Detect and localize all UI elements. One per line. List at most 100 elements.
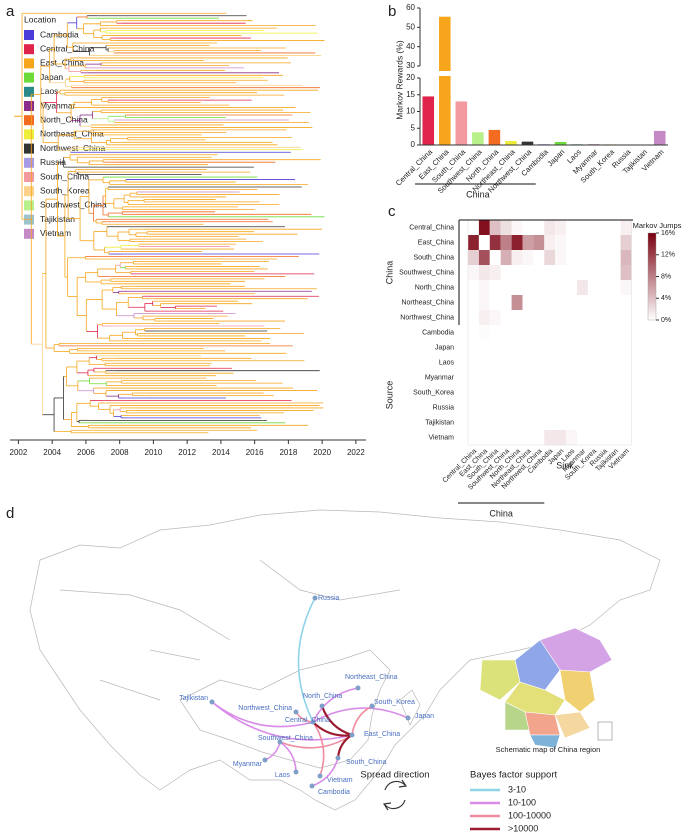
heat-cell [566,400,577,415]
heat-cell [500,280,512,295]
heat-cell [577,310,588,325]
row-label: Northeast_China [401,299,454,306]
spread-link [320,705,353,737]
legend-label: South_Korea [40,185,90,195]
heat-cell [478,400,490,415]
heat-cell [533,250,545,265]
legend-swatch [24,30,34,40]
x-axis-label: Sink [556,460,574,470]
heat-cell [577,370,588,385]
heat-cell [478,340,490,355]
heat-cell [468,235,479,250]
heat-cell [478,355,490,370]
legend-title: Spread direction [360,770,429,781]
heat-cell [598,325,610,340]
heat-cell [533,355,545,370]
row-label: Japan [435,344,454,351]
legend-label: 100-10000 [508,810,551,820]
location-dot [309,783,315,789]
heat-cell [533,220,545,235]
location-dot [335,755,341,761]
row-label: Southwest_China [399,269,454,276]
heat-cell [533,325,545,340]
heat-cell [566,310,577,325]
heat-cell [620,400,632,415]
group-label: China [489,508,513,518]
location-dot [262,757,268,763]
x-tick-label: 2006 [77,448,95,457]
legend-swatch [24,72,34,83]
heat-cell [489,370,501,385]
panel-letter: a [6,3,15,20]
row-label: Vietnam [428,434,454,441]
location-label: Southwest_China [258,735,313,742]
heat-cell [500,295,512,310]
group-label: China [466,189,490,199]
legend-swatch [24,44,34,55]
row-label: South_China [414,254,455,261]
heat-cell [598,250,610,265]
group-label: China [384,261,394,285]
heat-cell [566,325,577,340]
colorbar-title: Markov Jumps [633,221,682,230]
heat-cell [587,325,599,340]
legend-swatch [24,58,34,69]
heat-cell [500,415,512,430]
heat-cell [598,265,610,280]
x-tick-label: 2012 [178,448,196,457]
heat-cell [511,250,523,265]
heat-cell [468,415,479,430]
colorbar-label: 8% [661,273,671,280]
heat-cell [566,295,577,310]
y-tick-label: 20 [406,73,415,82]
location-label: Myanmar [233,761,263,768]
heat-cell [489,325,501,340]
legend-label: Central_China [40,43,95,53]
heat-cell [555,340,567,355]
heat-cell [544,295,556,310]
heat-cell [468,355,479,370]
heat-cell [511,310,523,325]
heat-cell [587,430,599,445]
legend-swatch [24,143,34,154]
legend-swatch [24,115,34,126]
row-label: North_China [415,284,454,291]
heat-cell [609,415,621,430]
heat-cell [577,265,588,280]
heat-cell [544,220,556,235]
heat-cell [598,370,610,385]
location-dot [209,699,215,705]
legend-label: Vietnam [40,228,71,238]
heat-cell [598,415,610,430]
y-axis-label: Markov Rewards (%) [394,40,404,120]
x-tick-label: 2022 [347,448,365,457]
x-tick-label: 2020 [313,448,331,457]
heat-cell [598,295,610,310]
spread-link [351,705,373,736]
heat-cell [577,415,588,430]
heat-cell [478,310,490,325]
heat-cell [500,235,512,250]
heat-cell [598,280,610,295]
location-label: Cambodia [318,789,350,796]
x-tick-label: 2008 [111,448,129,457]
location-dot [369,703,375,709]
heat-cell [609,370,621,385]
colorbar-label: 12% [661,252,675,259]
spread-link [279,741,297,773]
heat-cell [555,325,567,340]
heat-cell [489,220,501,235]
y-tick-label: 5 [411,123,416,132]
heat-cell [533,415,545,430]
heat-cell [587,400,599,415]
spread-link [312,721,325,777]
heat-cell [478,430,490,445]
heat-cell [598,430,610,445]
legend-swatch [24,157,34,168]
heat-cell [511,235,523,250]
heat-cell [522,265,534,280]
panel-letter: b [388,3,396,20]
location-label: East_China [364,731,400,738]
x-tick-label: 2016 [246,448,264,457]
legend-label: Japan [40,72,63,82]
